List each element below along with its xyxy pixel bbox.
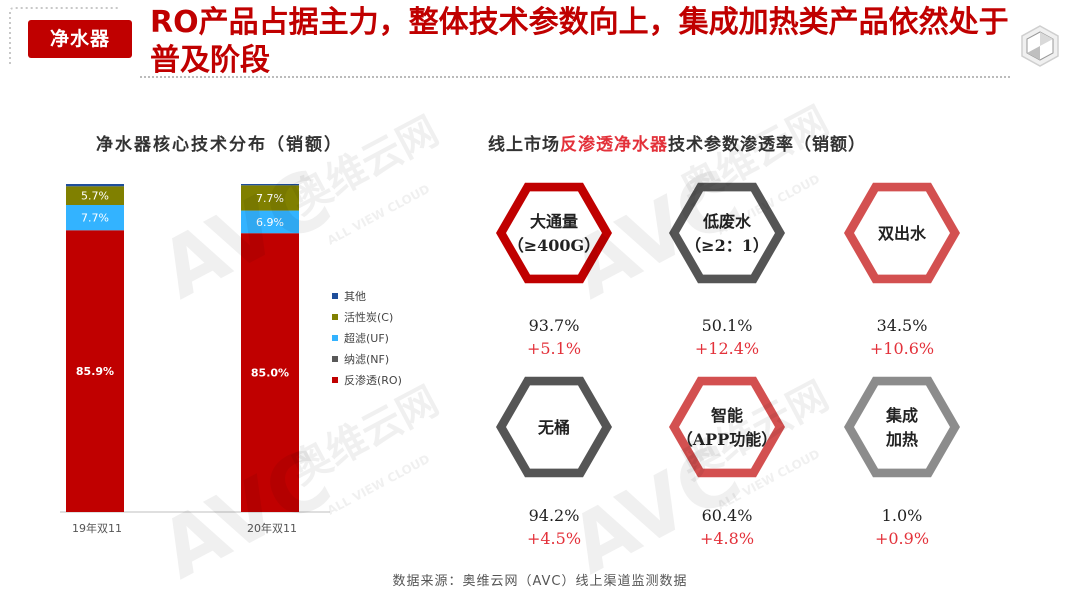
right-title-suffix: 技术参数渗透率（销额）	[668, 135, 866, 155]
legend-swatch	[332, 293, 338, 299]
param-label: 无桶	[537, 418, 570, 437]
section-tag: 净水器	[28, 20, 132, 58]
data-label: 6.9%	[256, 216, 284, 229]
bar-segment	[66, 184, 124, 187]
bar-segment	[241, 184, 299, 186]
rate-change: +10.6%	[870, 339, 934, 358]
x-tick-label: 19年双11	[72, 521, 122, 535]
tech-param-card: 双出水 34.5% +10.6%	[844, 182, 960, 358]
tech-param-card: 大通量 （≥400G） 93.7% +5.1%	[496, 182, 612, 358]
left-chart-title: 净水器核心技术分布（销额）	[96, 135, 343, 155]
legend-item: 活性炭(C)	[332, 310, 393, 324]
penetration-rate-panel: 大通量 （≥400G） 93.7% +5.1% 低废水 （≥2：1） 50.1% +12.4%…	[496, 182, 960, 548]
param-label: 加热	[885, 430, 918, 449]
param-label: （≥2：1）	[685, 236, 769, 255]
data-label: 7.7%	[256, 192, 284, 205]
tech-param-card: 无桶 94.2% +4.5%	[496, 376, 612, 548]
page-headline: RO产品占据主力，整体技术参数向上，集成加热类产品依然处于普及阶段	[150, 5, 1009, 78]
legend-swatch	[332, 314, 338, 320]
hexagon-inner	[854, 191, 950, 275]
legend-item: 反渗透(RO)	[332, 373, 402, 387]
right-title-prefix: 线上市场	[488, 135, 560, 155]
right-title-highlight: 反渗透净水器	[560, 135, 668, 155]
header-divider	[140, 76, 1010, 78]
legend-item: 超滤(UF)	[332, 331, 389, 345]
hexagon-inner	[679, 385, 775, 469]
tech-param-card: 低废水 （≥2：1） 50.1% +12.4%	[669, 182, 785, 358]
param-label: 双出水	[878, 224, 927, 243]
penetration-rate: 1.0%	[882, 506, 923, 525]
right-panel-title: 线上市场反渗透净水器技术参数渗透率（销额）	[488, 130, 1048, 155]
data-label: 7.7%	[81, 212, 109, 225]
legend-label: 超滤(UF)	[344, 331, 389, 345]
penetration-rate: 94.2%	[529, 506, 580, 525]
data-source-note: 数据来源：奥维云网（AVC）线上渠道监测数据	[392, 574, 688, 589]
param-label: 大通量	[530, 212, 578, 231]
penetration-rate: 50.1%	[702, 316, 753, 335]
stacked-bar-chart: 85.9% 7.7% 5.7% 19年双11 85.0% 6.9% 7.7% 20年双11 其他…	[60, 184, 402, 535]
legend-label: 其他	[344, 290, 366, 303]
data-label: 5.7%	[81, 190, 109, 203]
legend-swatch	[332, 335, 338, 341]
legend-item: 其他	[332, 290, 366, 303]
rate-change: +4.8%	[700, 529, 754, 548]
data-label: 85.0%	[251, 367, 289, 380]
legend-label: 活性炭(C)	[344, 310, 393, 324]
rate-change: +5.1%	[527, 339, 581, 358]
bar-segment	[66, 230, 124, 513]
rate-change: +12.4%	[695, 339, 759, 358]
hexagon-inner	[854, 385, 950, 469]
data-label: 85.9%	[76, 365, 114, 378]
hexagon-logo-icon	[1021, 25, 1059, 67]
bar-segment	[66, 186, 124, 205]
bar-segment	[66, 204, 124, 231]
param-label: 集成	[885, 406, 918, 425]
tech-param-card: 集成加热 1.0% +0.9%	[844, 376, 960, 548]
penetration-rate: 34.5%	[877, 316, 928, 335]
bar-segment	[241, 233, 299, 512]
tech-param-card: 智能 （APP功能） 60.4% +4.8%	[669, 376, 785, 548]
bar-segment	[241, 185, 299, 211]
rate-change: +0.9%	[875, 529, 929, 548]
header-dotted-frame	[9, 7, 118, 64]
penetration-rate: 60.4%	[702, 506, 753, 525]
legend-label: 反渗透(RO)	[344, 373, 402, 387]
legend-item: 纳滤(NF)	[332, 353, 389, 366]
x-tick-label: 20年双11	[247, 521, 297, 535]
legend-swatch	[332, 356, 338, 362]
hexagon-inner	[506, 385, 602, 469]
hexagon-inner	[679, 191, 775, 275]
legend-swatch	[332, 377, 338, 383]
param-label: 低废水	[702, 212, 752, 231]
param-label: （≥400G）	[508, 236, 600, 255]
bar-segment	[241, 210, 299, 234]
param-label: （APP功能）	[677, 430, 777, 449]
rate-change: +4.5%	[527, 529, 581, 548]
penetration-rate: 93.7%	[529, 316, 580, 335]
legend-label: 纳滤(NF)	[344, 353, 389, 366]
hexagon-inner	[506, 191, 602, 275]
param-label: 智能	[711, 406, 743, 425]
